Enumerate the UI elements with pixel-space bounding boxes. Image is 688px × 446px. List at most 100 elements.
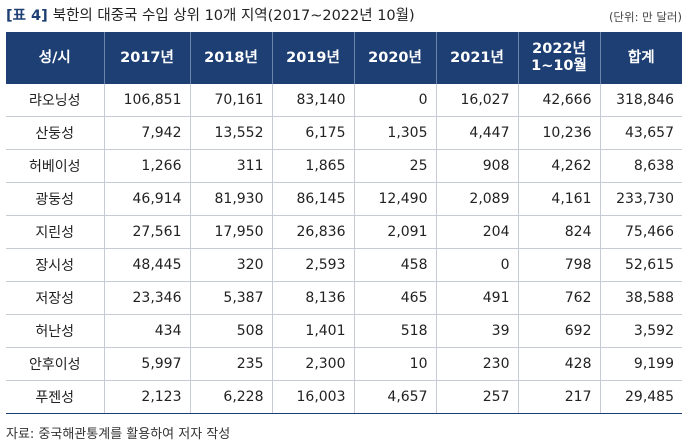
value-cell: 824 [517, 215, 600, 249]
value-cell: 8,136 [271, 281, 354, 315]
column-header: 2020년 [353, 32, 436, 84]
value-cell: 6,228 [189, 380, 272, 414]
value-cell: 257 [435, 380, 518, 414]
total-cell: 29,485 [599, 380, 682, 414]
value-cell: 518 [353, 314, 436, 348]
value-cell: 86,145 [271, 182, 354, 216]
value-cell: 434 [103, 314, 190, 348]
total-cell: 318,846 [599, 84, 682, 117]
table-body: 랴오닝성 106,851 70,161 83,140 0 16,027 42,666 318,… [6, 84, 682, 414]
region-cell: 안후이성 [6, 347, 104, 381]
column-header: 2017년 [103, 32, 190, 84]
value-cell: 83,140 [271, 84, 354, 117]
total-cell: 52,615 [599, 248, 682, 282]
value-cell: 70,161 [189, 84, 272, 117]
region-cell: 광둥성 [6, 182, 104, 216]
region-cell: 산둥성 [6, 116, 104, 150]
value-cell: 491 [435, 281, 518, 315]
value-cell: 12,490 [353, 182, 436, 216]
value-cell: 235 [189, 347, 272, 381]
value-cell: 4,161 [517, 182, 600, 216]
value-cell: 2,300 [271, 347, 354, 381]
value-cell: 1,401 [271, 314, 354, 348]
value-cell: 16,027 [435, 84, 518, 117]
value-cell: 1,266 [103, 149, 190, 183]
total-cell: 75,466 [599, 215, 682, 249]
value-cell: 42,666 [517, 84, 600, 117]
unit-note: (단위: 만 달러) [608, 10, 682, 24]
value-cell: 17,950 [189, 215, 272, 249]
value-cell: 465 [353, 281, 436, 315]
value-cell: 4,262 [517, 149, 600, 183]
table-row: 저장성 23,346 5,387 8,136 465 491 762 38,588 [6, 281, 682, 315]
value-cell: 762 [517, 281, 600, 315]
value-cell: 2,593 [271, 248, 354, 282]
value-cell: 311 [189, 149, 272, 183]
table-row: 허난성 434 508 1,401 518 39 692 3,592 [6, 314, 682, 348]
header-row: 성/시 2017년 2018년 2019년 2020년 2021년 2022년 1~10월 합계 [6, 32, 682, 84]
total-cell: 233,730 [599, 182, 682, 216]
value-cell: 27,561 [103, 215, 190, 249]
value-cell: 10 [353, 347, 436, 381]
value-cell: 428 [517, 347, 600, 381]
total-cell: 9,199 [599, 347, 682, 381]
value-cell: 23,346 [103, 281, 190, 315]
value-cell: 10,236 [517, 116, 600, 150]
value-cell: 458 [353, 248, 436, 282]
column-header: 2019년 [271, 32, 354, 84]
total-cell: 43,657 [599, 116, 682, 150]
table-row: 광둥성 46,914 81,930 86,145 12,490 2,089 4,161 233… [6, 182, 682, 216]
table-row: 장시성 48,445 320 2,593 458 0 798 52,615 [6, 248, 682, 282]
value-cell: 230 [435, 347, 518, 381]
value-cell: 908 [435, 149, 518, 183]
value-cell: 26,836 [271, 215, 354, 249]
value-cell: 16,003 [271, 380, 354, 414]
region-cell: 허난성 [6, 314, 104, 348]
value-cell: 0 [435, 248, 518, 282]
column-header-region: 성/시 [6, 32, 104, 84]
total-cell: 38,588 [599, 281, 682, 315]
value-cell: 2,089 [435, 182, 518, 216]
value-cell: 1,865 [271, 149, 354, 183]
value-cell: 46,914 [103, 182, 190, 216]
table-row: 랴오닝성 106,851 70,161 83,140 0 16,027 42,666 318,… [6, 84, 682, 117]
value-cell: 4,657 [353, 380, 436, 414]
region-cell: 저장성 [6, 281, 104, 315]
value-cell: 6,175 [271, 116, 354, 150]
value-cell: 508 [189, 314, 272, 348]
region-cell: 랴오닝성 [6, 84, 104, 117]
table-row: 푸젠성 2,123 6,228 16,003 4,657 257 217 29,485 [6, 380, 682, 414]
table-row: 산둥성 7,942 13,552 6,175 1,305 4,447 10,236 43,65… [6, 116, 682, 150]
table-row: 지린성 27,561 17,950 26,836 2,091 204 824 75,466 [6, 215, 682, 249]
total-cell: 3,592 [599, 314, 682, 348]
value-cell: 48,445 [103, 248, 190, 282]
value-cell: 4,447 [435, 116, 518, 150]
value-cell: 1,305 [353, 116, 436, 150]
column-header: 2022년 1~10월 [517, 32, 600, 84]
table-caption-row: [표 4] 북한의 대중국 수입 상위 10개 지역(2017~2022년 10월… [6, 6, 682, 26]
column-header: 합계 [599, 32, 682, 84]
import-regions-table: 성/시 2017년 2018년 2019년 2020년 2021년 2022년 1~10월 합계… [6, 32, 682, 414]
value-cell: 204 [435, 215, 518, 249]
value-cell: 2,091 [353, 215, 436, 249]
region-cell: 지린성 [6, 215, 104, 249]
value-cell: 2,123 [103, 380, 190, 414]
value-cell: 7,942 [103, 116, 190, 150]
column-header: 2018년 [189, 32, 272, 84]
column-header: 2021년 [435, 32, 518, 84]
value-cell: 106,851 [103, 84, 190, 117]
value-cell: 5,387 [189, 281, 272, 315]
value-cell: 81,930 [189, 182, 272, 216]
value-cell: 692 [517, 314, 600, 348]
value-cell: 39 [435, 314, 518, 348]
value-cell: 798 [517, 248, 600, 282]
table-title: [표 4] 북한의 대중국 수입 상위 10개 지역(2017~2022년 10월… [6, 6, 415, 26]
region-cell: 푸젠성 [6, 380, 104, 414]
source-note: 자료: 중국해관통계를 활용하여 저자 작성 [6, 427, 231, 442]
value-cell: 25 [353, 149, 436, 183]
region-cell: 허베이성 [6, 149, 104, 183]
total-cell: 8,638 [599, 149, 682, 183]
value-cell: 320 [189, 248, 272, 282]
value-cell: 5,997 [103, 347, 190, 381]
value-cell: 0 [353, 84, 436, 117]
